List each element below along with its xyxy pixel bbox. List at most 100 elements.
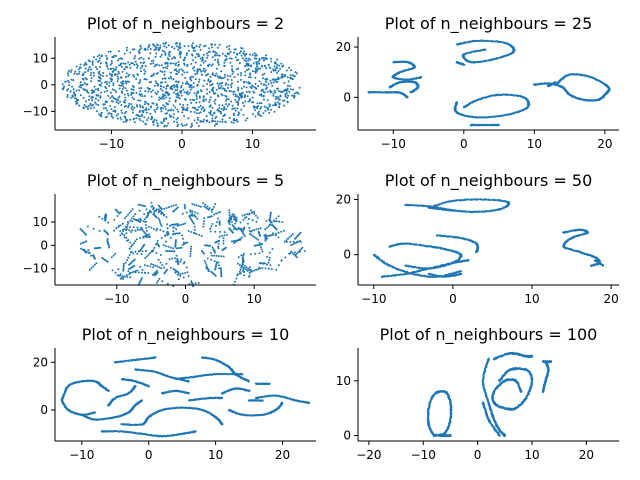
data-point xyxy=(255,237,258,240)
data-point xyxy=(195,45,198,47)
data-point xyxy=(177,46,180,49)
data-point xyxy=(199,43,202,46)
data-point xyxy=(114,73,117,76)
data-point xyxy=(129,219,132,222)
data-point xyxy=(167,77,170,80)
data-point xyxy=(272,68,275,71)
data-point xyxy=(243,227,246,230)
data-point xyxy=(111,73,114,76)
data-point xyxy=(127,104,130,107)
data-point xyxy=(140,226,143,229)
data-point xyxy=(239,268,242,271)
data-point xyxy=(163,50,166,53)
data-point xyxy=(237,67,240,70)
data-point xyxy=(233,76,236,79)
data-point xyxy=(157,279,160,282)
data-point xyxy=(123,236,126,239)
data-point xyxy=(164,240,167,243)
data-point xyxy=(258,252,261,255)
data-point xyxy=(238,270,241,273)
data-point xyxy=(248,76,250,79)
data-point xyxy=(203,220,205,223)
data-point xyxy=(162,214,165,217)
data-point xyxy=(190,245,193,248)
data-point xyxy=(199,89,202,92)
data-point xyxy=(220,108,223,110)
data-point xyxy=(245,53,248,56)
data-point xyxy=(79,242,82,245)
data-point xyxy=(91,91,94,94)
data-point xyxy=(154,64,157,67)
data-point xyxy=(172,230,175,233)
data-point xyxy=(142,106,145,109)
data-point xyxy=(78,72,80,75)
data-point xyxy=(193,69,196,72)
data-point xyxy=(269,57,272,60)
data-point xyxy=(209,251,212,254)
data-point xyxy=(81,83,84,86)
data-point xyxy=(266,237,269,240)
data-point xyxy=(176,224,179,227)
data-point xyxy=(155,229,158,232)
data-point xyxy=(236,107,239,110)
data-point xyxy=(153,108,156,111)
data-point xyxy=(78,70,81,73)
data-point xyxy=(197,106,200,109)
data-point xyxy=(177,48,180,51)
data-point xyxy=(142,235,145,238)
data-point xyxy=(233,107,236,110)
data-point xyxy=(130,107,133,110)
data-point xyxy=(152,123,155,126)
data-point xyxy=(206,56,208,59)
data-point xyxy=(215,254,218,257)
data-point xyxy=(232,93,235,96)
data-point xyxy=(159,55,162,58)
data-point xyxy=(172,268,175,270)
data-point xyxy=(185,92,188,95)
data-point xyxy=(101,257,104,259)
data-point xyxy=(97,76,100,78)
data-point xyxy=(290,77,293,80)
data-point xyxy=(97,71,100,74)
data-point xyxy=(140,113,143,116)
data-point xyxy=(139,67,142,70)
data-point xyxy=(236,274,239,277)
data-point xyxy=(289,88,292,91)
data-point xyxy=(152,102,155,105)
data-point xyxy=(69,71,72,73)
data-point xyxy=(223,107,226,110)
data-point xyxy=(191,124,194,127)
data-point xyxy=(124,261,127,264)
data-point xyxy=(234,56,237,59)
data-point xyxy=(172,116,175,119)
data-point xyxy=(257,227,260,230)
data-point xyxy=(80,247,82,250)
data-point xyxy=(237,58,240,61)
data-point xyxy=(98,54,101,56)
data-point xyxy=(168,258,171,261)
data-point xyxy=(258,241,261,244)
data-point xyxy=(248,266,251,269)
data-point xyxy=(262,112,265,115)
data-point xyxy=(210,210,213,213)
data-point xyxy=(249,269,251,271)
data-point xyxy=(189,98,192,101)
y-tick-label: 0 xyxy=(343,90,351,104)
data-point xyxy=(170,266,172,269)
data-point xyxy=(155,104,158,107)
data-point xyxy=(248,91,251,94)
data-point xyxy=(130,103,133,106)
data-point xyxy=(215,72,218,75)
data-point xyxy=(270,60,273,63)
data-point xyxy=(101,75,104,77)
data-point xyxy=(249,53,252,56)
data-point xyxy=(131,220,134,223)
data-point xyxy=(132,98,135,101)
data-point xyxy=(208,207,211,210)
data-point xyxy=(110,112,113,115)
data-point xyxy=(112,97,115,99)
data-point xyxy=(261,88,264,91)
data-point xyxy=(195,97,198,100)
data-point xyxy=(217,245,220,248)
data-point xyxy=(212,51,215,54)
